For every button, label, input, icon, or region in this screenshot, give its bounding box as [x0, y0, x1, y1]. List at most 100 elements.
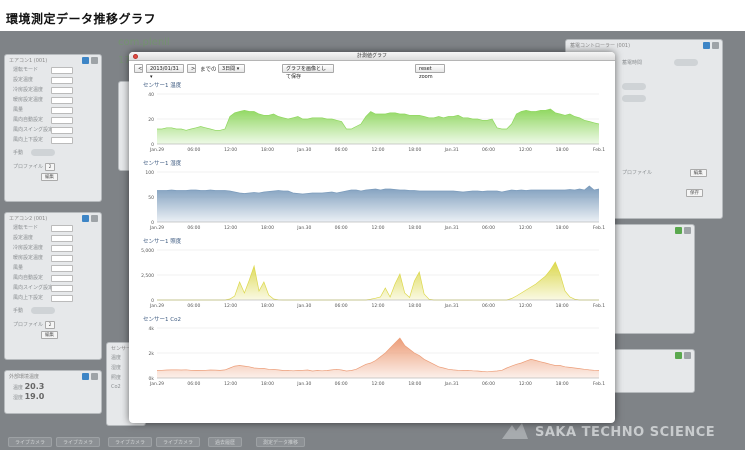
x-tick-label: 18:00 [556, 225, 569, 231]
aircon2-row-select[interactable] [51, 235, 73, 242]
sensor-header: センサー [111, 346, 132, 352]
expand-icon[interactable] [712, 42, 719, 49]
expand-icon[interactable] [684, 352, 691, 359]
date-select[interactable]: 2013/01/31 ▾ [146, 64, 184, 80]
until-label: までの [200, 67, 217, 73]
aircon1-row-select[interactable] [51, 87, 73, 94]
bottom-tab[interactable]: ライブカメラ [8, 437, 53, 447]
aircon2-row: 風向自動設定 [5, 274, 101, 284]
settings-icon[interactable] [675, 227, 682, 234]
aircon2-power-toggle[interactable] [30, 307, 55, 314]
expand-icon[interactable] [91, 215, 98, 222]
x-tick-label: 18:00 [261, 303, 274, 309]
bottom-tab[interactable]: 測定データ推移 [256, 437, 306, 447]
aircon1-row: 風量 [5, 106, 101, 116]
y-tick-label: 100 [145, 170, 154, 176]
y-tick-label: 40 [148, 92, 154, 98]
outside-temp2-value: 19.0 [24, 392, 45, 401]
settings-icon[interactable] [82, 373, 89, 380]
aircon1-row-select[interactable] [51, 127, 73, 134]
aircon1-row-select[interactable] [51, 67, 73, 74]
x-tick-label: 06:00 [482, 225, 495, 231]
aircon2-row-select[interactable] [51, 255, 73, 262]
aircon2-rows: 運転モード 設定温度 冷房設定温度 暖房設定温度 風量 風向自動設定 風向スイング設定 風向上… [5, 224, 101, 304]
aircon1-profile-select[interactable]: 2 [44, 163, 56, 171]
aircon2-profile-select[interactable]: 2 [44, 321, 56, 329]
x-tick-label: Jan.30 [296, 147, 311, 153]
aircon1-row: 風向自動設定 [5, 116, 101, 126]
y-tick-label: 0 [151, 220, 154, 226]
sensor-row: Co2 [111, 384, 121, 390]
aircon1-header: エアコン1 (001) [5, 55, 101, 66]
aircon2-row-select[interactable] [51, 265, 73, 272]
aircon1-power-toggle[interactable] [30, 149, 55, 156]
settings-icon[interactable] [675, 352, 682, 359]
aircon1-row-label: 風量 [13, 107, 24, 113]
company-logo-icon [502, 423, 528, 439]
aircon1-row-select[interactable] [51, 107, 73, 114]
expand-icon[interactable] [91, 57, 98, 64]
bottom-tab[interactable]: ライブカメラ [56, 437, 101, 447]
aircon1-auto-label: 手動 [13, 150, 24, 156]
aircon2-edit-button[interactable]: 編集 [41, 331, 58, 339]
aircon1-edit-button[interactable]: 編集 [41, 173, 58, 181]
x-tick-label: 06:00 [482, 147, 495, 153]
bottom-tab[interactable]: 過去履歴 [208, 437, 243, 447]
aircon2-row-select[interactable] [51, 295, 73, 302]
settings-icon[interactable] [82, 57, 89, 64]
storage-save-button[interactable]: 保存 [686, 189, 703, 197]
x-tick-label: 18:00 [556, 381, 569, 387]
x-tick-label: 06:00 [482, 303, 495, 309]
aircon2-header: エアコン2 (001) [5, 213, 101, 224]
x-tick-label: Jan.29 [149, 381, 164, 387]
range-select[interactable]: 3日間 ▾ [218, 64, 245, 73]
aircon1-row-select[interactable] [51, 117, 73, 124]
x-tick-label: 12:00 [372, 381, 385, 387]
reset-zoom-button[interactable]: reset zoom [415, 64, 445, 80]
storage-toggle-2[interactable] [622, 83, 646, 90]
aircon1-profile-row: プロファイル 2 [5, 163, 101, 173]
x-tick-label: 06:00 [187, 381, 200, 387]
aircon2-row-select[interactable] [51, 245, 73, 252]
aircon1-edit-row: 編集 [5, 173, 101, 183]
save-image-button[interactable]: グラフを画像として保存 [282, 64, 334, 80]
x-tick-label: Jan.31 [444, 303, 459, 309]
bottom-tab[interactable]: ライブカメラ [108, 437, 153, 447]
outside-row-2: 湿度 19.0 [5, 392, 101, 402]
x-tick-label: Jan.31 [444, 147, 459, 153]
chart-title: センサー1 湿度 [143, 159, 182, 167]
aircon2-row-select[interactable] [51, 275, 73, 282]
aircon1-row-select[interactable] [51, 97, 73, 104]
prev-date-button[interactable]: < [134, 64, 143, 73]
bottom-tab[interactable]: ライブカメラ [156, 437, 201, 447]
expand-icon[interactable] [91, 373, 98, 380]
series-line [157, 185, 600, 195]
aircon1-row-label: 風向上下設定 [13, 137, 44, 143]
next-date-button[interactable]: > [187, 64, 196, 73]
expand-icon[interactable] [684, 227, 691, 234]
aircon2-row-select[interactable] [51, 285, 73, 292]
storage-title: 蓄電コントローラー [570, 43, 616, 49]
storage-toggle-3[interactable] [622, 95, 646, 102]
aircon1-row-label: 風向自動設定 [13, 117, 44, 123]
storage-toggle[interactable] [673, 59, 698, 66]
aircon2-row: 設定温度 [5, 234, 101, 244]
aircon1-title: エアコン1 [9, 58, 33, 64]
aircon1-row-select[interactable] [51, 77, 73, 84]
settings-icon[interactable] [703, 42, 710, 49]
company-watermark: SAKA TECHNO SCIENCE [535, 425, 716, 440]
close-icon[interactable] [133, 54, 138, 59]
storage-edit-button[interactable]: 編集 [689, 169, 707, 177]
graph-controls: < 2013/01/31 ▾ > までの 3日間 ▾ グラフを画像として保存 r… [134, 64, 610, 80]
x-tick-label: 06:00 [335, 225, 348, 231]
aircon2-row-label: 風向スイング設定 [13, 285, 54, 291]
x-tick-label: 06:00 [335, 381, 348, 387]
aircon1-row-label: 設定温度 [13, 77, 34, 83]
aircon1-row-select[interactable] [51, 137, 73, 144]
aircon2-toggle-row: 手動 [5, 307, 101, 317]
aircon2-row-select[interactable] [51, 225, 73, 232]
x-tick-label: 12:00 [519, 225, 532, 231]
settings-icon[interactable] [82, 215, 89, 222]
